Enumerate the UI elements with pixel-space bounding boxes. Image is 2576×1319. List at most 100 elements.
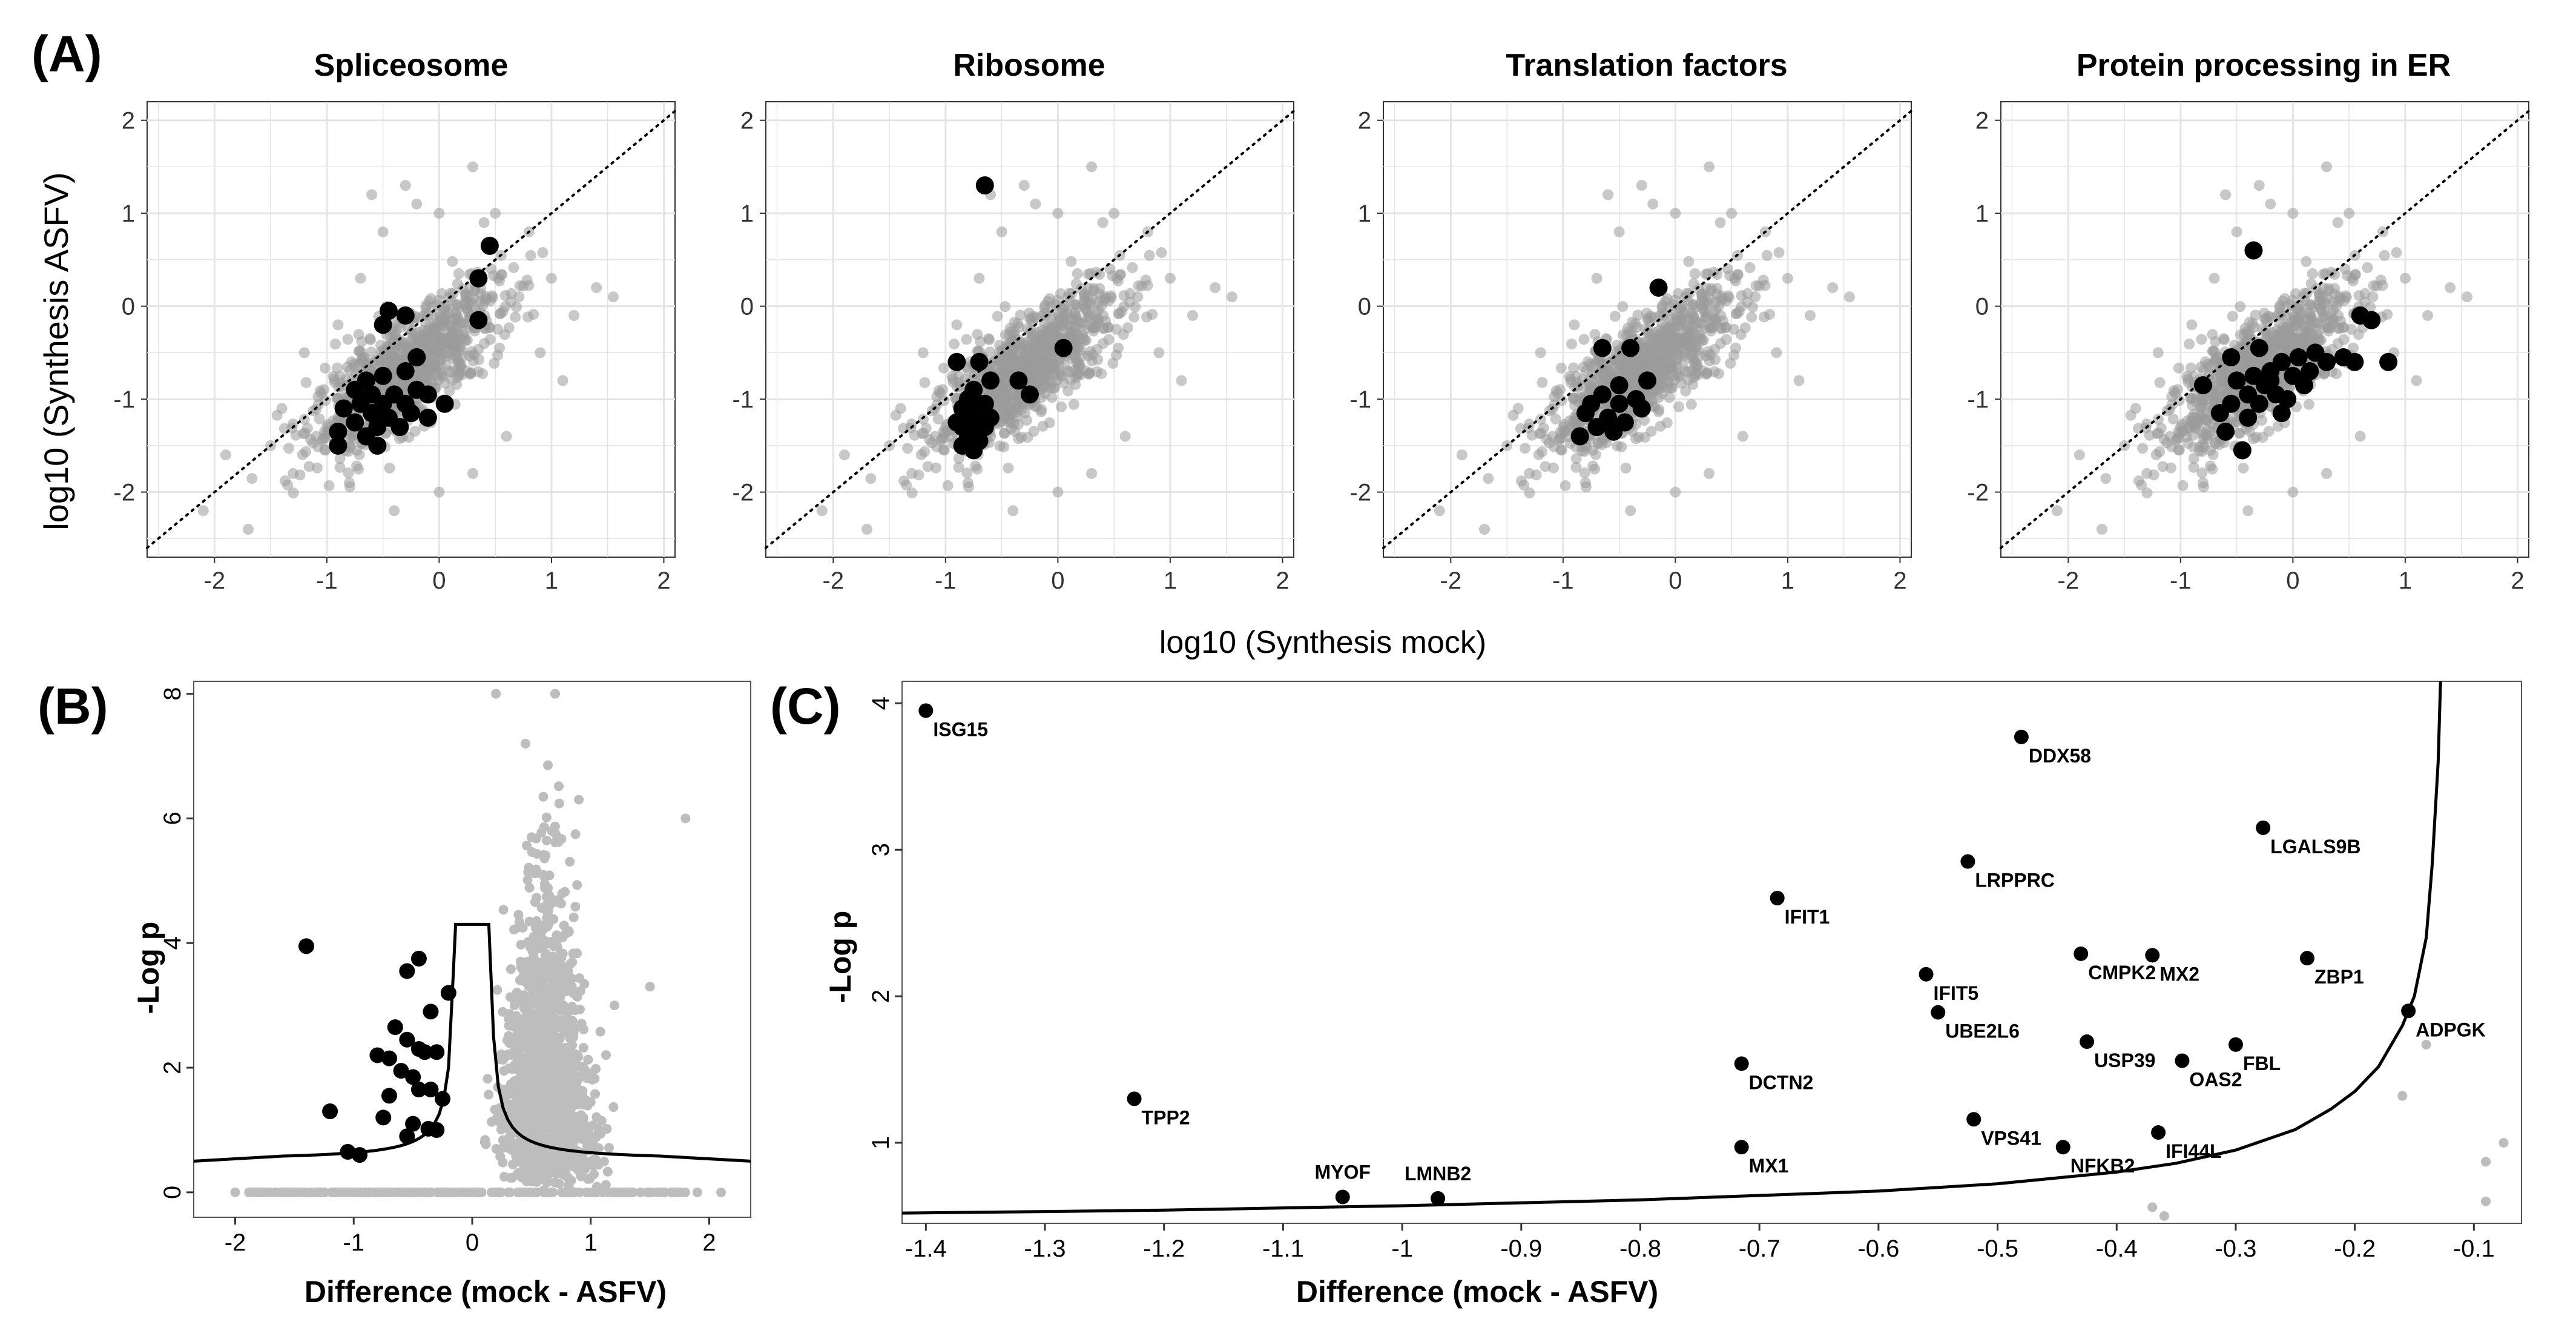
highlighted-point [1604, 422, 1623, 441]
background-point [220, 449, 231, 461]
background-point [312, 441, 324, 452]
background-point [2287, 486, 2299, 498]
background-point [1004, 351, 1015, 363]
background-point [1684, 340, 1695, 352]
background-point [447, 340, 459, 352]
background-point [1098, 338, 1109, 349]
background-point [1685, 398, 1697, 410]
background-point [898, 475, 910, 487]
background-point [424, 349, 436, 360]
background-point [2167, 413, 2179, 425]
background-point [1003, 329, 1015, 341]
identity-line [765, 110, 1295, 549]
background-point [1018, 180, 1030, 191]
highlighted-point [981, 371, 1000, 390]
background-point [2238, 329, 2250, 341]
background-point [565, 856, 575, 867]
background-point [1478, 523, 1490, 535]
highlighted-point [346, 413, 364, 432]
identity-line [2000, 110, 2530, 549]
background-point [1549, 441, 1560, 452]
background-point [2189, 408, 2200, 420]
highlighted-point [2193, 376, 2212, 395]
x-tick-label: 1 [1164, 567, 1177, 594]
background-point [1030, 198, 1041, 210]
background-point [2301, 256, 2312, 267]
background-point [1128, 311, 1140, 323]
background-point [2304, 312, 2315, 324]
background-point [441, 360, 452, 371]
background-point [473, 354, 485, 365]
background-point [1043, 349, 1055, 360]
y-tick-label: 0 [1358, 294, 1371, 320]
background-point [499, 1172, 509, 1182]
highlighted-point [2222, 348, 2241, 367]
background-point [366, 189, 378, 200]
background-point [2325, 322, 2336, 333]
background-point [2350, 269, 2361, 280]
background-point [1557, 421, 1569, 433]
highlighted-point [2345, 352, 2364, 371]
background-point [1793, 375, 1805, 386]
x-tick-label: -1 [2170, 567, 2192, 594]
background-point [343, 467, 354, 478]
background-point [484, 1089, 494, 1100]
highlighted-point [1009, 371, 1028, 390]
background-point [2207, 463, 2218, 475]
background-point [467, 468, 479, 479]
background-point [560, 887, 570, 897]
background-point [568, 1032, 579, 1042]
background-point [2263, 426, 2275, 437]
y-tick-label: 1 [1975, 200, 1989, 227]
background-point [384, 462, 395, 474]
background-point [2209, 273, 2220, 284]
background-point [300, 377, 312, 388]
highlighted-point [1649, 278, 1668, 297]
background-point [499, 290, 511, 302]
background-point [1081, 306, 1093, 318]
highlighted-point [390, 418, 409, 437]
background-point [2391, 247, 2402, 259]
background-point [2187, 400, 2198, 411]
background-point [993, 386, 1005, 397]
background-point [2173, 362, 2184, 374]
y-tick-label: -1 [732, 386, 754, 413]
background-point [1705, 283, 1717, 294]
background-point [2207, 329, 2218, 340]
background-point [1007, 505, 1019, 517]
background-point [459, 333, 470, 345]
background-point [2165, 462, 2176, 474]
background-point [2316, 306, 2328, 318]
background-point [435, 311, 447, 323]
highlighted-point [964, 441, 983, 460]
x-tick-label: 2 [2511, 567, 2524, 594]
background-point [1142, 280, 1153, 291]
background-point [1616, 441, 1627, 452]
background-point [954, 377, 965, 389]
background-point [1524, 487, 1535, 498]
background-point [1673, 401, 1685, 412]
background-point [1648, 332, 1659, 343]
facet-title-protein-processing-in-er: Protein processing in ER [2077, 48, 2451, 83]
background-point [1043, 332, 1055, 344]
facet-title-translation-factors: Translation factors [1506, 48, 1787, 83]
background-point [1046, 392, 1058, 403]
background-point [1079, 319, 1091, 330]
x-tick-label: 1 [584, 1229, 598, 1256]
background-point [602, 1166, 613, 1177]
highlighted-point [1638, 371, 1656, 390]
background-point [1661, 349, 1672, 360]
background-point [917, 347, 929, 359]
background-point [524, 882, 535, 893]
x-tick-label: 0 [1668, 567, 1682, 594]
background-point [319, 362, 331, 374]
background-point [1667, 322, 1679, 334]
background-point [1016, 339, 1028, 350]
x-tick-label: 2 [657, 567, 670, 594]
background-point [2234, 428, 2245, 439]
x-tick-label: 2 [1893, 567, 1906, 594]
highlighted-point [1610, 376, 1629, 395]
y-tick-label: -1 [1349, 386, 1371, 413]
highlighted-point [469, 269, 488, 288]
